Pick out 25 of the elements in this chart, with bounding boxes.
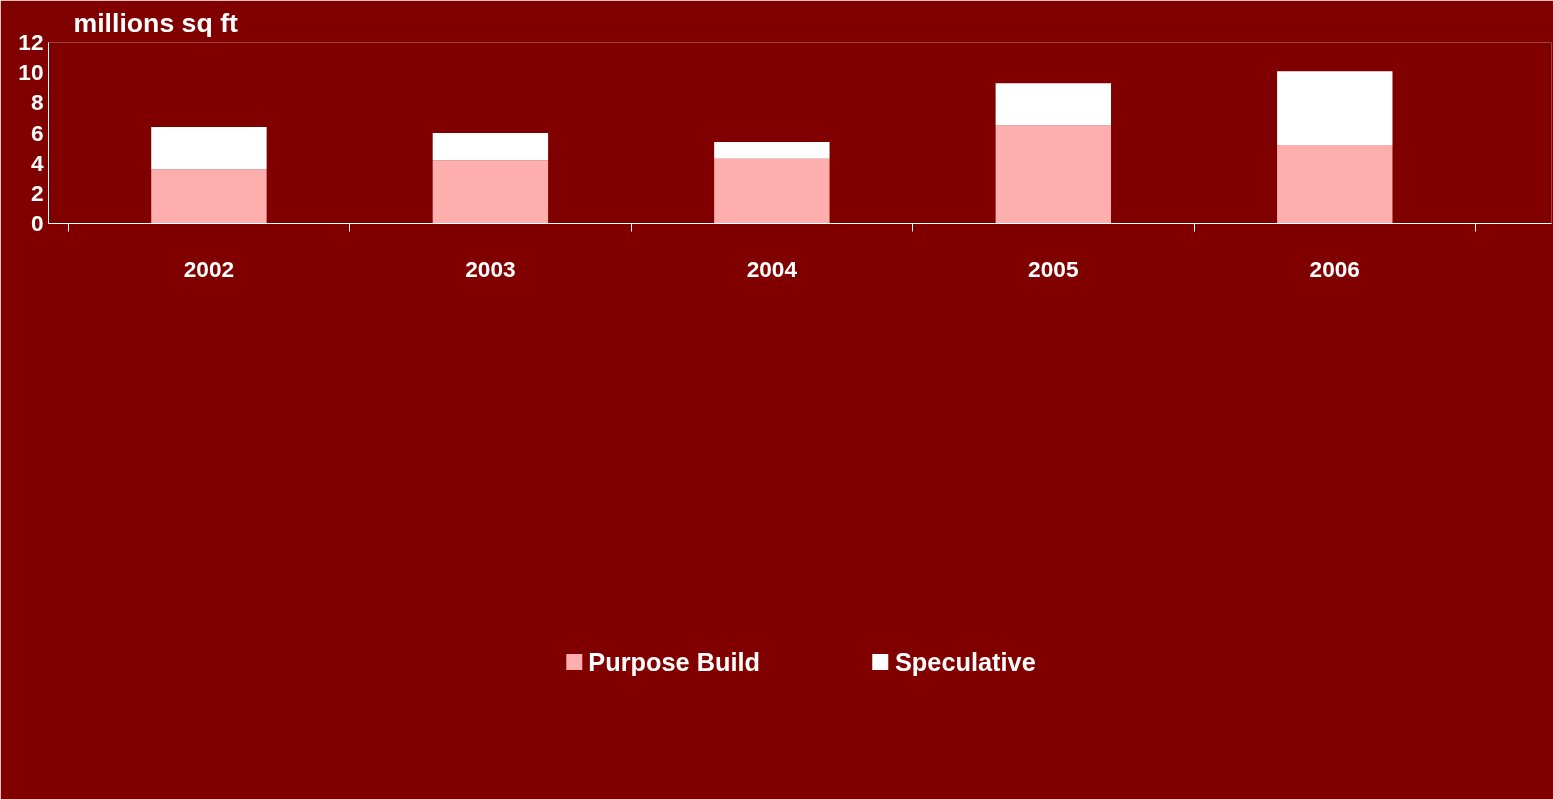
y-tick-label: 0: [30, 210, 44, 236]
x-tick-label: 2005: [1028, 255, 1079, 282]
x-tick-label: 2003: [465, 255, 516, 282]
bar: [1277, 71, 1393, 146]
y-axis-title: millions sq ft: [73, 7, 239, 38]
bar: [714, 142, 830, 159]
y-tick-label: 2: [30, 179, 44, 206]
legend-label: Speculative: [894, 647, 1036, 677]
y-tick-label: 4: [30, 149, 44, 176]
y-tick-label: 6: [30, 119, 44, 146]
bar: [995, 125, 1112, 224]
bar: [432, 160, 549, 224]
y-tick-label: 12: [18, 29, 44, 55]
x-tick-label: 2004: [746, 255, 798, 282]
bar: [1277, 145, 1393, 224]
bar: [432, 133, 549, 161]
bar: [151, 169, 267, 224]
y-tick-label: 10: [18, 59, 44, 86]
legend-label: Purpose Build: [588, 647, 760, 677]
bar: [995, 83, 1112, 126]
x-tick-label: 2006: [1309, 255, 1360, 282]
bar: [151, 126, 267, 170]
bar: [714, 158, 830, 224]
y-tick-label: 8: [30, 89, 44, 116]
x-tick-label: 2002: [183, 255, 235, 282]
